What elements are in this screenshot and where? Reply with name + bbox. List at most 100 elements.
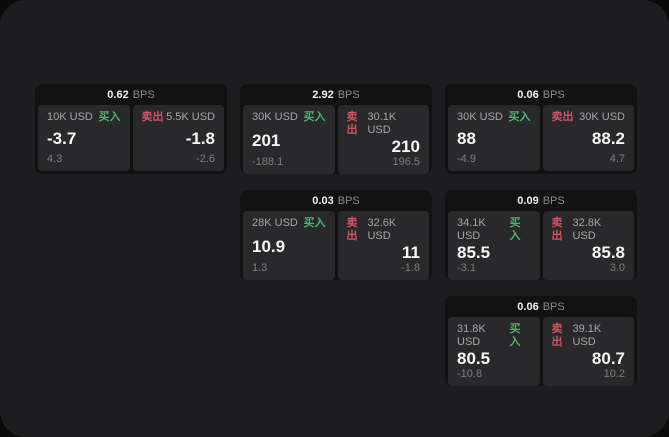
- buy-tag: 买入: [303, 111, 326, 123]
- sell-delta: -2.6: [196, 153, 215, 165]
- buy-pane-top-row: 34.1K USD 买入: [457, 217, 531, 243]
- sell-pane[interactable]: 卖出 30.1K USD 210 196.5: [337, 105, 429, 174]
- sell-tag: 卖出: [551, 323, 563, 348]
- sell-tag: 卖出: [141, 111, 164, 123]
- buy-price: 80.5: [457, 349, 491, 368]
- buy-delta: -4.9: [457, 153, 476, 165]
- buy-tag: 买入: [509, 217, 521, 242]
- buy-price: 10.9: [252, 236, 286, 256]
- bps-unit-label: BPS: [337, 88, 360, 101]
- sell-pane[interactable]: 卖出 30K USD 88.2 4.7: [542, 105, 634, 171]
- buy-tag: 买入: [508, 111, 531, 123]
- sell-delta: 3.0: [609, 262, 625, 274]
- buy-pane[interactable]: 30K USD 买入 88 -4.9: [448, 105, 540, 171]
- buy-tag: 买入: [98, 111, 121, 123]
- buy-pane[interactable]: 30K USD 买入 201 -188.1: [243, 105, 335, 174]
- sell-price: 88.2: [591, 129, 625, 148]
- sell-pane-top-row: 卖出 30.1K USD: [347, 111, 421, 137]
- sell-price: 210: [391, 137, 420, 156]
- sell-delta: 10.2: [603, 368, 625, 380]
- bps-value: 0.06: [517, 300, 539, 313]
- card-body: 10K USD 买入 -3.7 4.3 卖出 5.5K USD -1.8 -2.…: [35, 105, 227, 174]
- buy-delta: -3.1: [457, 262, 476, 274]
- quote-card: 0.03 BPS 28K USD 买入 10.9 1.3 卖出 32.6K US…: [240, 190, 432, 280]
- sell-pane[interactable]: 卖出 32.6K USD 11 -1.8: [337, 211, 429, 280]
- bps-unit-label: BPS: [542, 88, 565, 101]
- sell-pane[interactable]: 卖出 39.1K USD 80.7 10.2: [542, 317, 634, 386]
- buy-pane-top-row: 10K USD 买入: [47, 111, 121, 124]
- quote-card: 0.62 BPS 10K USD 买入 -3.7 4.3 卖出 5.5K USD…: [35, 84, 227, 174]
- sell-pane-top-row: 卖出 5.5K USD: [142, 111, 216, 124]
- buy-price: 201: [252, 130, 281, 150]
- buy-amount-label: 10K USD: [47, 111, 93, 123]
- quote-card: 0.06 BPS 30K USD 买入 88 -4.9 卖出 30K USD 8…: [445, 84, 637, 174]
- sell-pane[interactable]: 卖出 32.8K USD 85.8 3.0: [542, 211, 634, 280]
- quote-card: 0.06 BPS 31.8K USD 买入 80.5 -10.8 卖出 39.1…: [445, 296, 637, 386]
- bps-value: 0.62: [107, 88, 129, 101]
- sell-pane-top-row: 卖出 39.1K USD: [552, 323, 626, 349]
- buy-delta: 4.3: [47, 153, 63, 165]
- sell-pane-top-row: 卖出 32.8K USD: [552, 217, 626, 243]
- card-header: 0.03 BPS: [240, 190, 432, 211]
- buy-pane[interactable]: 28K USD 买入 10.9 1.3: [243, 211, 335, 280]
- card-body: 30K USD 买入 201 -188.1 卖出 30.1K USD 210 1…: [240, 105, 432, 174]
- sell-delta: 196.5: [392, 156, 420, 168]
- bps-unit-label: BPS: [337, 194, 360, 207]
- cards-grid: 0.62 BPS 10K USD 买入 -3.7 4.3 卖出 5.5K USD…: [35, 84, 637, 386]
- sell-tag: 卖出: [346, 217, 358, 242]
- card-body: 34.1K USD 买入 85.5 -3.1 卖出 32.8K USD 85.8…: [445, 211, 637, 280]
- buy-price: -3.7: [47, 129, 77, 148]
- sell-tag: 卖出: [551, 217, 563, 242]
- buy-pane[interactable]: 31.8K USD 买入 80.5 -10.8: [448, 317, 540, 386]
- bps-value: 0.09: [517, 194, 539, 207]
- buy-pane-top-row: 31.8K USD 买入: [457, 323, 531, 349]
- buy-pane[interactable]: 10K USD 买入 -3.7 4.3: [38, 105, 130, 171]
- buy-amount-label: 28K USD: [252, 217, 298, 229]
- bps-value: 0.03: [312, 194, 334, 207]
- sell-price: 11: [402, 243, 420, 262]
- sell-delta: -1.8: [401, 262, 420, 274]
- buy-pane-top-row: 30K USD 买入: [457, 111, 531, 124]
- buy-amount-label: 34.1K USD: [457, 217, 486, 242]
- buy-delta: -10.8: [457, 368, 483, 380]
- card-header: 2.92 BPS: [240, 84, 432, 105]
- sell-amount-label: 30K USD: [579, 111, 625, 123]
- sell-amount-label: 30.1K USD: [367, 111, 397, 136]
- card-header: 0.62 BPS: [35, 84, 227, 105]
- quote-card: 0.09 BPS 34.1K USD 买入 85.5 -3.1 卖出 32.8K…: [445, 190, 637, 280]
- buy-amount-label: 30K USD: [457, 111, 503, 123]
- buy-pane-top-row: 28K USD 买入: [252, 217, 326, 230]
- bps-value: 0.06: [517, 88, 539, 101]
- sell-price: 80.7: [591, 349, 625, 368]
- sell-price: 85.8: [591, 243, 625, 262]
- buy-tag: 买入: [303, 217, 326, 229]
- quote-card: 2.92 BPS 30K USD 买入 201 -188.1 卖出 30.1K …: [240, 84, 432, 174]
- buy-delta: -188.1: [252, 156, 284, 168]
- sell-tag: 卖出: [346, 111, 358, 136]
- buy-pane-top-row: 30K USD 买入: [252, 111, 326, 124]
- sell-tag: 卖出: [551, 111, 574, 123]
- sell-amount-label: 5.5K USD: [166, 111, 215, 123]
- card-header: 0.09 BPS: [445, 190, 637, 211]
- bps-unit-label: BPS: [542, 194, 565, 207]
- buy-tag: 买入: [509, 323, 521, 348]
- buy-price: 88: [457, 129, 476, 148]
- bps-value: 2.92: [312, 88, 334, 101]
- buy-amount-label: 31.8K USD: [457, 323, 486, 348]
- buy-delta: 1.3: [252, 262, 268, 274]
- sell-pane-top-row: 卖出 32.6K USD: [347, 217, 421, 243]
- card-header: 0.06 BPS: [445, 84, 637, 105]
- sell-amount-label: 32.6K USD: [367, 217, 397, 242]
- sell-pane[interactable]: 卖出 5.5K USD -1.8 -2.6: [132, 105, 224, 171]
- card-header: 0.06 BPS: [445, 296, 637, 317]
- bps-unit-label: BPS: [542, 300, 565, 313]
- card-body: 28K USD 买入 10.9 1.3 卖出 32.6K USD 11 -1.8: [240, 211, 432, 280]
- buy-pane[interactable]: 34.1K USD 买入 85.5 -3.1: [448, 211, 540, 280]
- buy-amount-label: 30K USD: [252, 111, 298, 123]
- sell-delta: 4.7: [609, 153, 625, 165]
- card-body: 31.8K USD 买入 80.5 -10.8 卖出 39.1K USD 80.…: [445, 317, 637, 386]
- buy-price: 85.5: [457, 243, 491, 262]
- sell-pane-top-row: 卖出 30K USD: [552, 111, 626, 124]
- card-body: 30K USD 买入 88 -4.9 卖出 30K USD 88.2 4.7: [445, 105, 637, 174]
